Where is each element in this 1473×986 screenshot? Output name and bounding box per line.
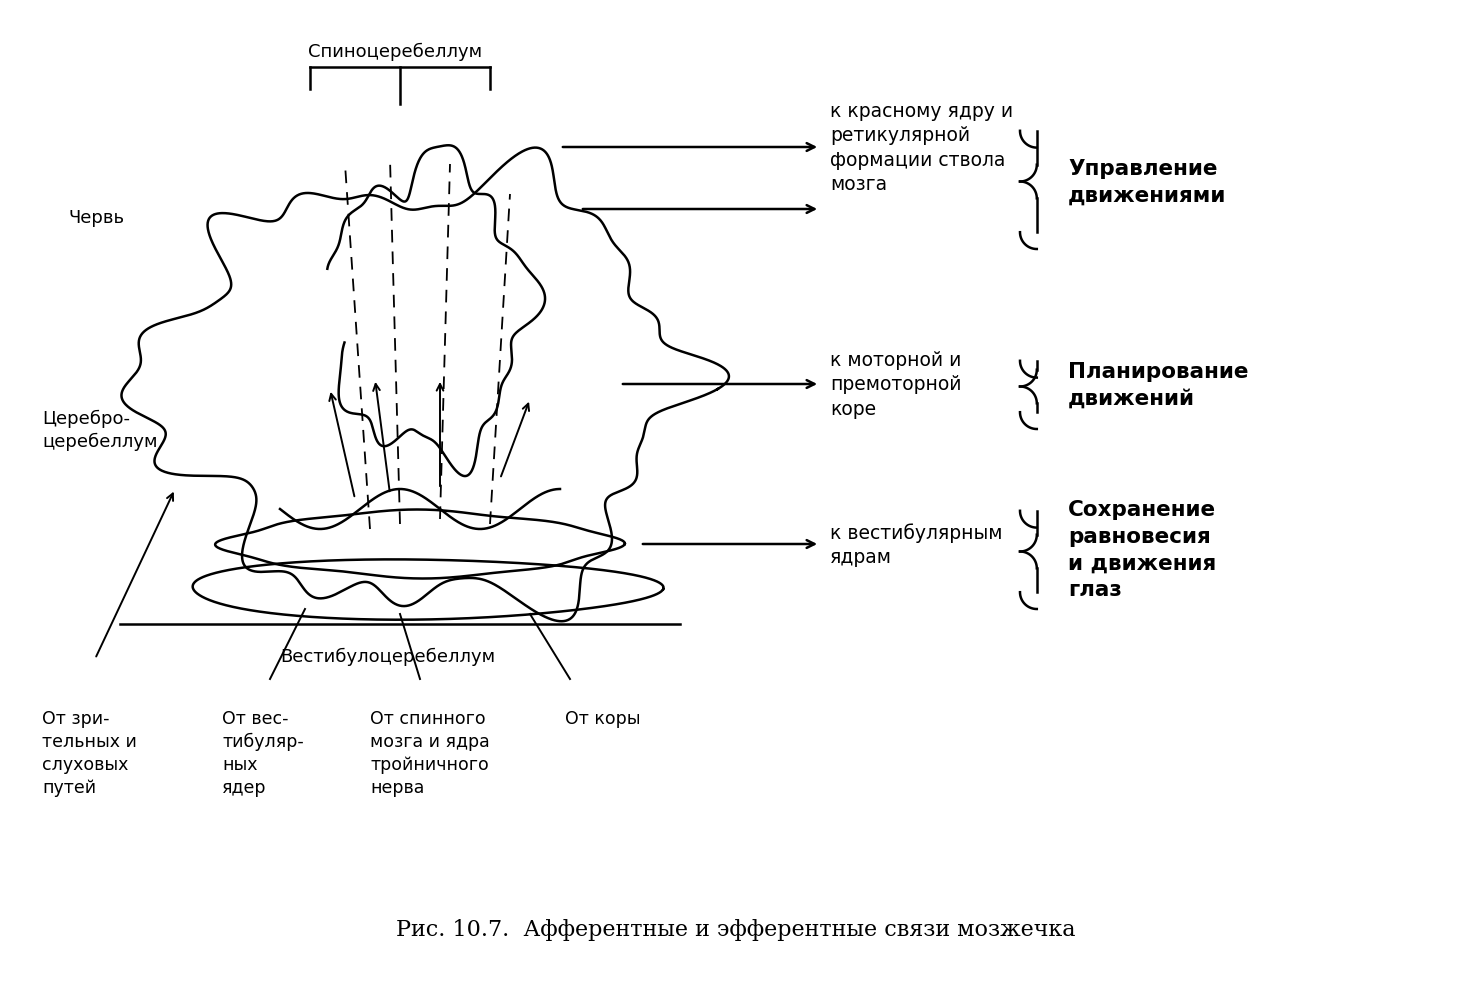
Text: От зри-
тельных и
слуховых
путей: От зри- тельных и слуховых путей: [43, 709, 137, 796]
Text: Спиноцеребеллум: Спиноцеребеллум: [308, 42, 482, 61]
Text: Сохранение
равновесия
и движения
глаз: Сохранение равновесия и движения глаз: [1068, 500, 1217, 599]
Text: к моторной и
премоторной
коре: к моторной и премоторной коре: [829, 351, 962, 418]
Text: к вестибулярным
ядрам: к вестибулярным ядрам: [829, 523, 1003, 566]
Text: Планирование
движений: Планирование движений: [1068, 362, 1249, 408]
Text: Вестибулоцеребеллум: Вестибулоцеребеллум: [280, 648, 495, 666]
Text: Червь: Червь: [68, 209, 124, 227]
Text: От коры: От коры: [566, 709, 641, 728]
Text: Управление
движениями: Управление движениями: [1068, 159, 1227, 205]
Text: От спинного
мозга и ядра
тройничного
нерва: От спинного мозга и ядра тройничного нер…: [370, 709, 489, 796]
Text: Церебро-
церебеллум: Церебро- церебеллум: [43, 409, 158, 451]
Text: От вес-
тибуляр-
ных
ядер: От вес- тибуляр- ных ядер: [222, 709, 303, 797]
Text: к красному ядру и
ретикулярной
формации ствола
мозга: к красному ядру и ретикулярной формации …: [829, 102, 1013, 193]
Text: Рис. 10.7.  Афферентные и эфферентные связи мозжечка: Рис. 10.7. Афферентные и эфферентные свя…: [396, 918, 1075, 940]
